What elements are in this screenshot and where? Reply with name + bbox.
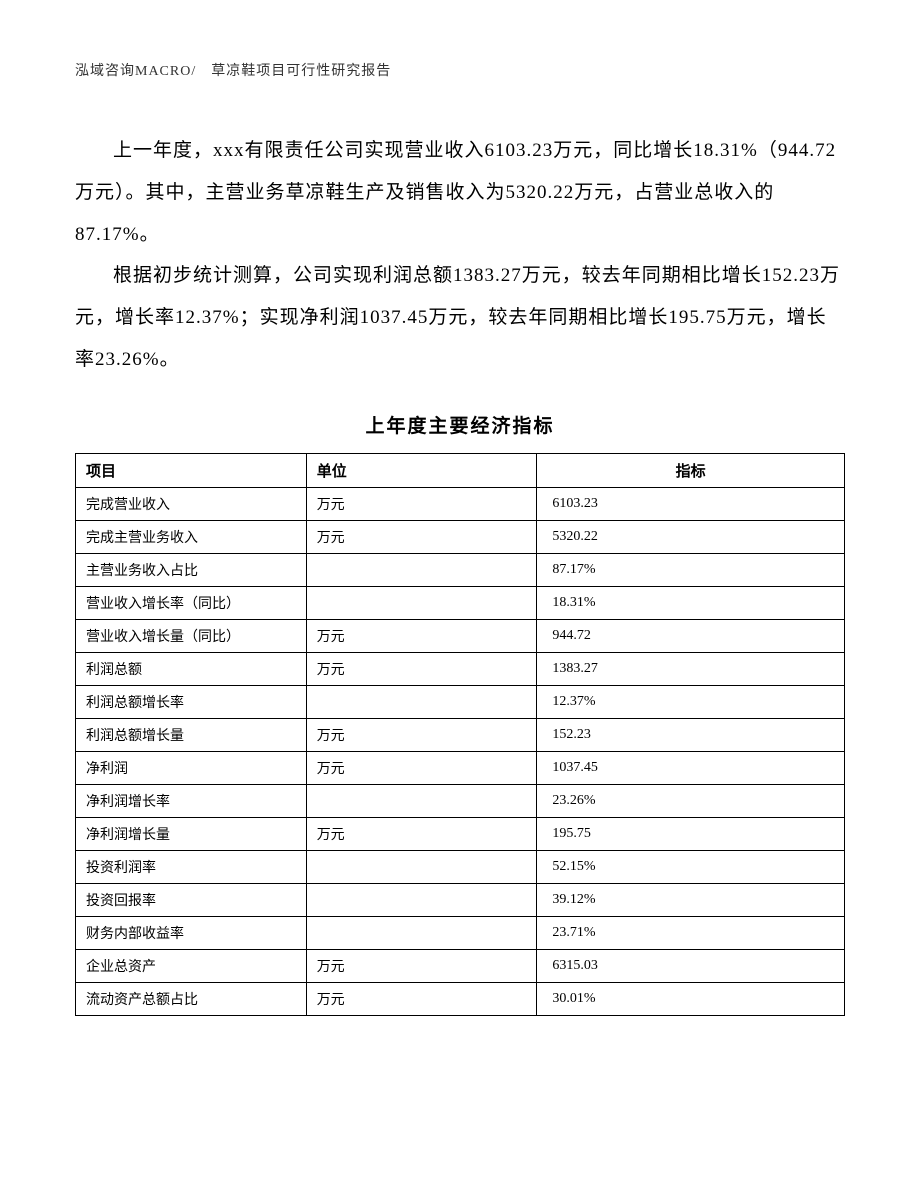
cell-value: 1383.27 bbox=[537, 652, 845, 685]
table-header-row: 项目 单位 指标 bbox=[76, 453, 845, 487]
cell-value: 12.37% bbox=[537, 685, 845, 718]
table-row: 营业收入增长率（同比） 18.31% bbox=[76, 586, 845, 619]
cell-value: 1037.45 bbox=[537, 751, 845, 784]
table-header-value: 指标 bbox=[537, 453, 845, 487]
cell-value: 18.31% bbox=[537, 586, 845, 619]
table-row: 利润总额增长率 12.37% bbox=[76, 685, 845, 718]
cell-item: 净利润增长量 bbox=[76, 817, 307, 850]
cell-value: 944.72 bbox=[537, 619, 845, 652]
table-title: 上年度主要经济指标 bbox=[75, 411, 845, 438]
table-row: 流动资产总额占比 万元 30.01% bbox=[76, 982, 845, 1015]
table-row: 企业总资产 万元 6315.03 bbox=[76, 949, 845, 982]
cell-value: 195.75 bbox=[537, 817, 845, 850]
cell-value: 30.01% bbox=[537, 982, 845, 1015]
cell-item: 完成主营业务收入 bbox=[76, 520, 307, 553]
document-header: 泓域咨询MACRO/ 草凉鞋项目可行性研究报告 bbox=[75, 60, 845, 80]
cell-unit bbox=[306, 553, 537, 586]
cell-unit: 万元 bbox=[306, 487, 537, 520]
table-row: 利润总额增长量 万元 152.23 bbox=[76, 718, 845, 751]
cell-value: 87.17% bbox=[537, 553, 845, 586]
table-row: 营业收入增长量（同比） 万元 944.72 bbox=[76, 619, 845, 652]
table-row: 利润总额 万元 1383.27 bbox=[76, 652, 845, 685]
cell-item: 利润总额增长量 bbox=[76, 718, 307, 751]
cell-unit bbox=[306, 685, 537, 718]
cell-item: 营业收入增长率（同比） bbox=[76, 586, 307, 619]
cell-item: 主营业务收入占比 bbox=[76, 553, 307, 586]
cell-unit bbox=[306, 586, 537, 619]
table-row: 投资回报率 39.12% bbox=[76, 883, 845, 916]
table-row: 完成营业收入 万元 6103.23 bbox=[76, 487, 845, 520]
cell-item: 净利润 bbox=[76, 751, 307, 784]
cell-unit: 万元 bbox=[306, 751, 537, 784]
table-header-unit: 单位 bbox=[306, 453, 537, 487]
table-body: 完成营业收入 万元 6103.23 完成主营业务收入 万元 5320.22 主营… bbox=[76, 487, 845, 1015]
table-row: 净利润增长率 23.26% bbox=[76, 784, 845, 817]
cell-item: 投资回报率 bbox=[76, 883, 307, 916]
cell-item: 利润总额 bbox=[76, 652, 307, 685]
paragraph-2: 根据初步统计测算，公司实现利润总额1383.27万元，较去年同期相比增长152.… bbox=[75, 255, 845, 380]
cell-value: 152.23 bbox=[537, 718, 845, 751]
economic-indicators-table: 项目 单位 指标 完成营业收入 万元 6103.23 完成主营业务收入 万元 5… bbox=[75, 453, 845, 1016]
cell-unit bbox=[306, 916, 537, 949]
cell-unit: 万元 bbox=[306, 619, 537, 652]
cell-value: 23.26% bbox=[537, 784, 845, 817]
cell-unit: 万元 bbox=[306, 520, 537, 553]
table-row: 财务内部收益率 23.71% bbox=[76, 916, 845, 949]
cell-item: 利润总额增长率 bbox=[76, 685, 307, 718]
cell-item: 财务内部收益率 bbox=[76, 916, 307, 949]
table-row: 净利润 万元 1037.45 bbox=[76, 751, 845, 784]
paragraph-1: 上一年度，xxx有限责任公司实现营业收入6103.23万元，同比增长18.31%… bbox=[75, 130, 845, 255]
cell-unit: 万元 bbox=[306, 982, 537, 1015]
cell-value: 6315.03 bbox=[537, 949, 845, 982]
cell-value: 5320.22 bbox=[537, 520, 845, 553]
cell-value: 52.15% bbox=[537, 850, 845, 883]
cell-unit bbox=[306, 883, 537, 916]
cell-item: 企业总资产 bbox=[76, 949, 307, 982]
cell-unit: 万元 bbox=[306, 949, 537, 982]
cell-unit: 万元 bbox=[306, 817, 537, 850]
table-row: 完成主营业务收入 万元 5320.22 bbox=[76, 520, 845, 553]
cell-item: 净利润增长率 bbox=[76, 784, 307, 817]
table-row: 投资利润率 52.15% bbox=[76, 850, 845, 883]
cell-item: 营业收入增长量（同比） bbox=[76, 619, 307, 652]
cell-item: 流动资产总额占比 bbox=[76, 982, 307, 1015]
cell-unit: 万元 bbox=[306, 652, 537, 685]
cell-unit: 万元 bbox=[306, 718, 537, 751]
body-text-block: 上一年度，xxx有限责任公司实现营业收入6103.23万元，同比增长18.31%… bbox=[75, 130, 845, 381]
cell-item: 投资利润率 bbox=[76, 850, 307, 883]
table-header-item: 项目 bbox=[76, 453, 307, 487]
cell-item: 完成营业收入 bbox=[76, 487, 307, 520]
cell-value: 6103.23 bbox=[537, 487, 845, 520]
cell-value: 23.71% bbox=[537, 916, 845, 949]
table-row: 主营业务收入占比 87.17% bbox=[76, 553, 845, 586]
cell-unit bbox=[306, 784, 537, 817]
cell-value: 39.12% bbox=[537, 883, 845, 916]
cell-unit bbox=[306, 850, 537, 883]
table-row: 净利润增长量 万元 195.75 bbox=[76, 817, 845, 850]
